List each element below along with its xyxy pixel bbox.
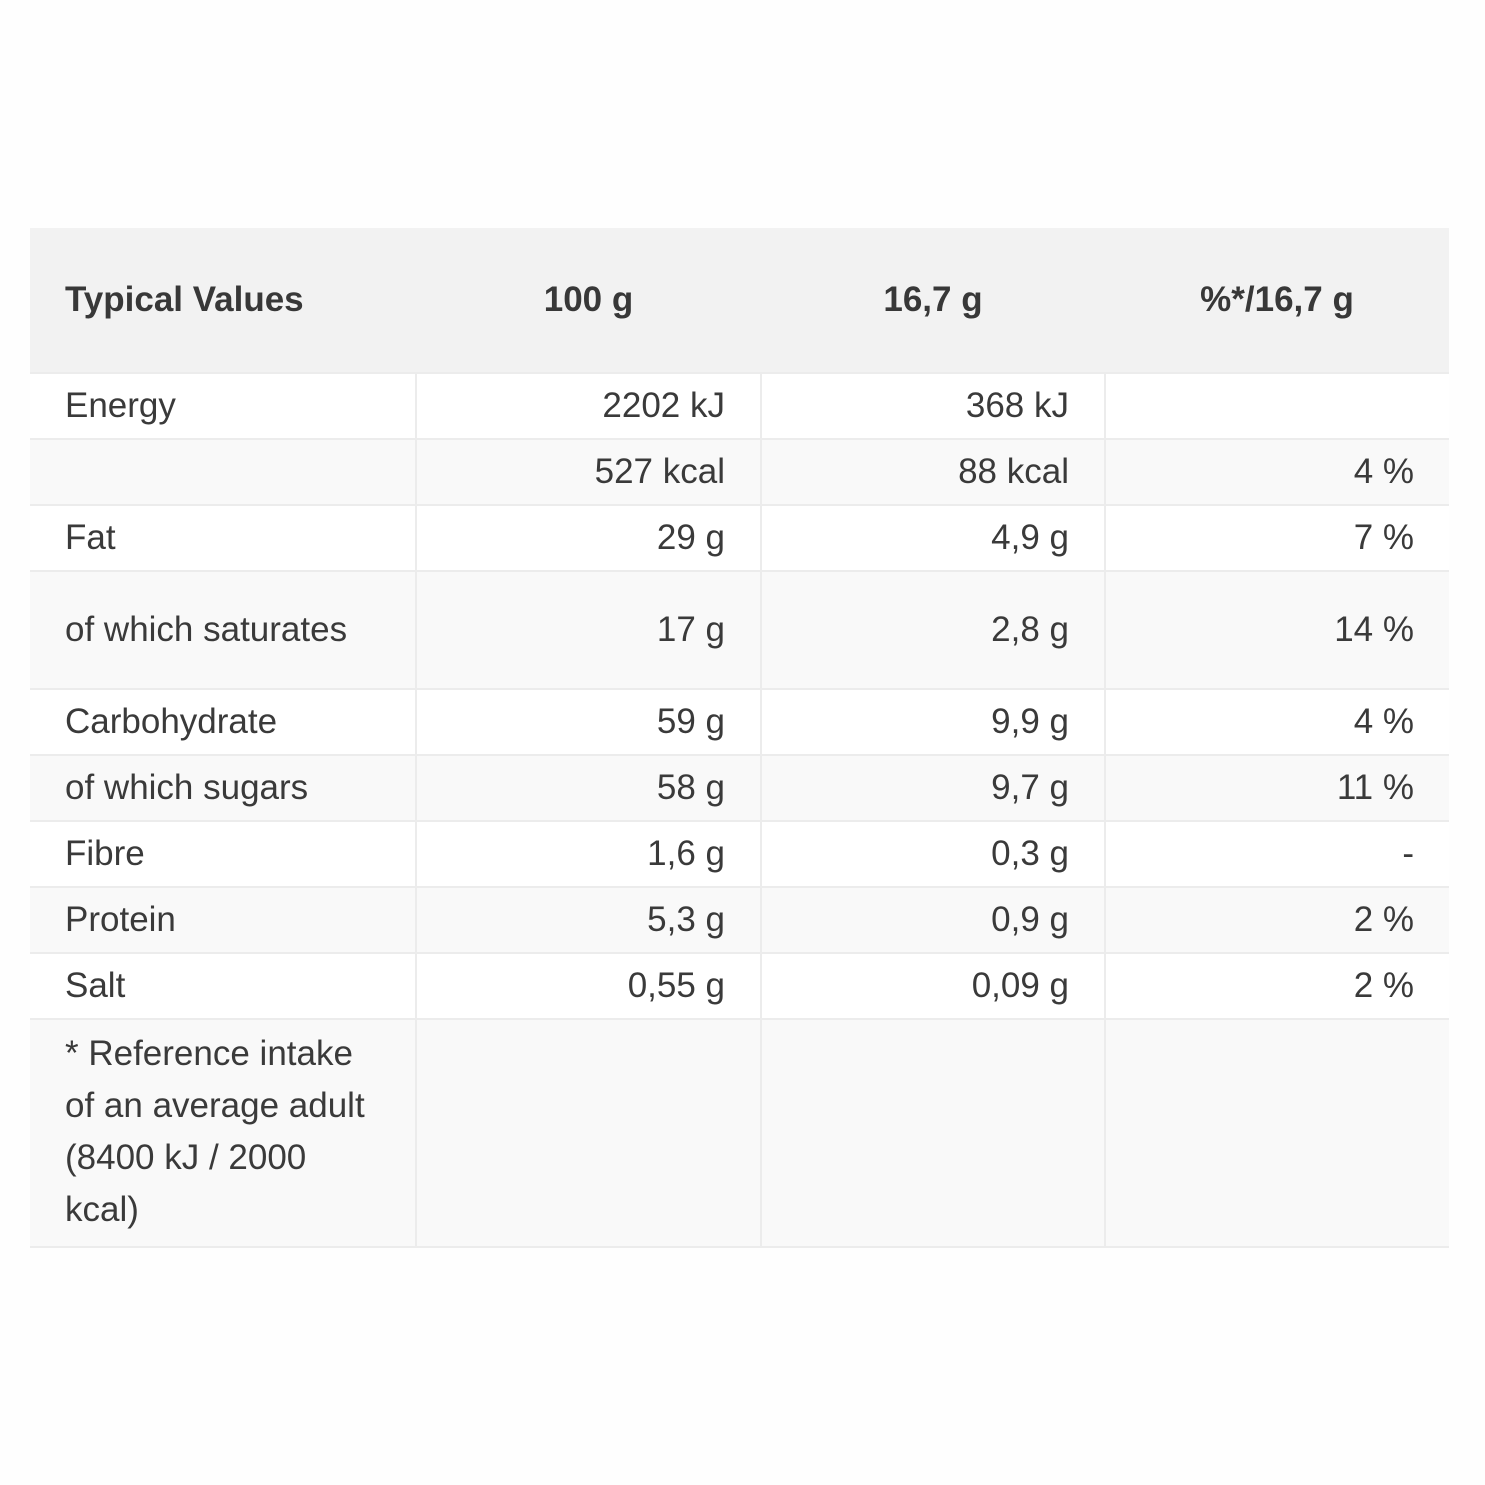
footnote-row: * Reference intake of an average adult (… <box>30 1018 1449 1248</box>
value-per-100g: 2202 kJ <box>415 372 761 439</box>
value-per-100g: 59 g <box>415 688 761 755</box>
nutrient-label: of which saturates <box>30 570 416 689</box>
reference-intake-footnote: * Reference intake of an average adult (… <box>30 1018 416 1248</box>
value-per-serving: 88 kcal <box>760 438 1105 505</box>
table-row: of which sugars 58 g 9,7 g 11 % <box>30 754 1449 821</box>
value-per-100g: 29 g <box>415 504 761 571</box>
empty-cell <box>415 1018 761 1248</box>
value-per-100g: 1,6 g <box>415 820 761 887</box>
table-row: Salt 0,55 g 0,09 g 2 % <box>30 952 1449 1019</box>
empty-cell <box>760 1018 1105 1248</box>
value-per-serving: 2,8 g <box>760 570 1105 689</box>
value-per-serving: 4,9 g <box>760 504 1105 571</box>
nutrient-label: Fibre <box>30 820 416 887</box>
value-ri-percent: - <box>1104 820 1449 887</box>
value-ri-percent: 4 % <box>1104 688 1449 755</box>
value-ri-percent: 11 % <box>1104 754 1449 821</box>
value-ri-percent: 4 % <box>1104 438 1449 505</box>
value-per-serving: 9,9 g <box>760 688 1105 755</box>
value-per-serving: 368 kJ <box>760 372 1105 439</box>
value-per-serving: 9,7 g <box>760 754 1105 821</box>
value-ri-percent: 2 % <box>1104 886 1449 953</box>
nutrient-label: Protein <box>30 886 416 953</box>
value-per-100g: 17 g <box>415 570 761 689</box>
nutrient-label: Carbohydrate <box>30 688 416 755</box>
table-row: 527 kcal 88 kcal 4 % <box>30 438 1449 505</box>
value-per-100g: 527 kcal <box>415 438 761 505</box>
value-ri-percent: 14 % <box>1104 570 1449 689</box>
empty-cell <box>1104 1018 1449 1248</box>
nutrient-label: Energy <box>30 372 416 439</box>
value-per-serving: 0,9 g <box>760 886 1105 953</box>
header-reference-intake: %*/16,7 g <box>1105 228 1449 373</box>
nutrient-label: Fat <box>30 504 416 571</box>
table-row: Energy 2202 kJ 368 kJ <box>30 372 1449 439</box>
value-per-100g: 0,55 g <box>415 952 761 1019</box>
table-row: Protein 5,3 g 0,9 g 2 % <box>30 886 1449 953</box>
nutrient-label: Salt <box>30 952 416 1019</box>
value-per-100g: 58 g <box>415 754 761 821</box>
header-per-serving: 16,7 g <box>761 228 1105 373</box>
table-row: Fat 29 g 4,9 g 7 % <box>30 504 1449 571</box>
header-per-100g: 100 g <box>416 228 761 373</box>
value-ri-percent: 7 % <box>1104 504 1449 571</box>
table-row: of which saturates 17 g 2,8 g 14 % <box>30 570 1449 689</box>
nutrient-label: of which sugars <box>30 754 416 821</box>
header-typical-values: Typical Values <box>30 228 416 373</box>
value-ri-percent <box>1104 372 1449 439</box>
value-per-serving: 0,09 g <box>760 952 1105 1019</box>
value-ri-percent: 2 % <box>1104 952 1449 1019</box>
value-per-serving: 0,3 g <box>760 820 1105 887</box>
table-row: Fibre 1,6 g 0,3 g - <box>30 820 1449 887</box>
nutrient-label <box>30 438 416 505</box>
nutrition-table: Typical Values 100 g 16,7 g %*/16,7 g En… <box>30 228 1449 1248</box>
table-row: Carbohydrate 59 g 9,9 g 4 % <box>30 688 1449 755</box>
value-per-100g: 5,3 g <box>415 886 761 953</box>
header-row: Typical Values 100 g 16,7 g %*/16,7 g <box>30 228 1449 373</box>
